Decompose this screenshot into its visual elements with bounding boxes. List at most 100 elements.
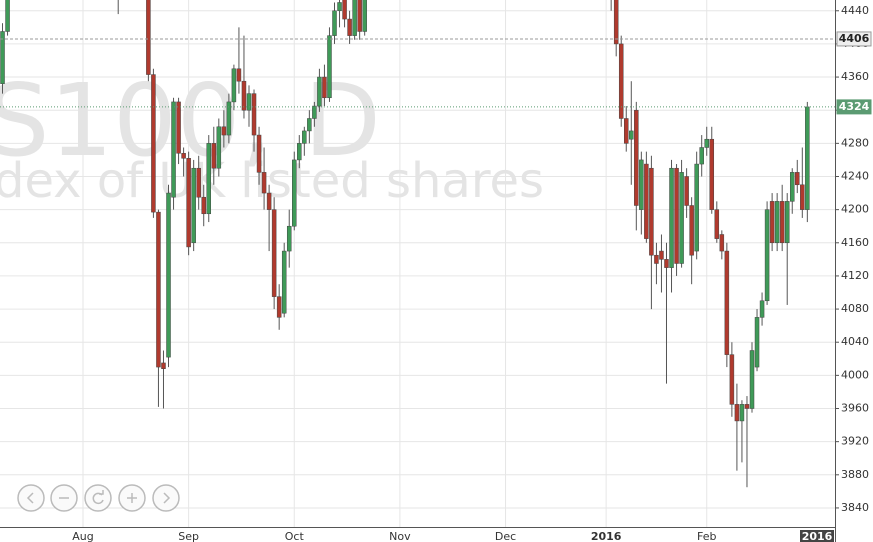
candle-body xyxy=(669,167,674,268)
y-tick-label: 3920 xyxy=(841,435,869,448)
candle-body xyxy=(241,80,247,111)
candle-body xyxy=(156,211,161,368)
candle-body xyxy=(624,118,629,144)
candle-body xyxy=(261,172,267,194)
candle-body xyxy=(256,134,262,173)
y-tick-label: 4160 xyxy=(841,236,869,249)
x-tick-label: 2016 xyxy=(591,530,622,542)
candle-body xyxy=(317,76,322,107)
candle-body xyxy=(739,404,745,422)
candle-body xyxy=(795,172,800,186)
candle-body xyxy=(629,130,634,140)
scroll-left-button[interactable] xyxy=(17,484,45,512)
candle-body xyxy=(302,130,307,144)
candle-body xyxy=(613,0,619,45)
y-tick-label: 4440 xyxy=(841,4,869,17)
candle-body xyxy=(618,43,624,119)
zoom-controls xyxy=(17,484,180,512)
candle-body xyxy=(266,192,272,210)
candle-body xyxy=(246,93,252,111)
candle-body xyxy=(342,0,347,20)
candle-body xyxy=(779,201,785,244)
candle-body xyxy=(734,404,740,422)
current-date-box xyxy=(800,530,834,542)
candle-body xyxy=(805,106,810,210)
candle-body xyxy=(684,176,689,206)
candle-body xyxy=(714,209,720,239)
candle-body xyxy=(297,143,302,161)
zoom-in-button[interactable] xyxy=(118,484,146,512)
candle-body xyxy=(639,159,644,210)
candle-body xyxy=(352,0,357,36)
candle-body xyxy=(744,404,750,409)
candle-body xyxy=(307,118,312,132)
watermark: dex of UK listed shares xyxy=(0,153,544,209)
y-tick-label: 3960 xyxy=(841,402,869,415)
candle-body xyxy=(216,126,222,169)
y-tick-label: 4360 xyxy=(841,70,869,83)
y-tick-label: 4240 xyxy=(841,169,869,182)
price-label-box xyxy=(836,99,872,115)
candle-body xyxy=(689,205,694,256)
y-tick-label: 4080 xyxy=(841,302,869,315)
candle-body xyxy=(694,163,699,252)
candle-body xyxy=(286,225,292,252)
candle-body xyxy=(322,76,327,99)
x-tick-label: Oct xyxy=(285,530,305,542)
candle-body xyxy=(719,234,725,252)
candle-body xyxy=(754,317,760,368)
candle-body xyxy=(191,167,196,244)
current-date-label: 2016 xyxy=(802,530,833,542)
candle-body xyxy=(749,350,755,409)
candle-body xyxy=(357,0,362,32)
candle-body xyxy=(146,0,151,75)
price-label: 4324 xyxy=(839,100,870,113)
candle-body xyxy=(337,2,342,12)
y-tick-label: 4040 xyxy=(841,335,869,348)
zoom-out-button[interactable] xyxy=(50,484,78,512)
candle-body xyxy=(176,101,181,154)
y-tick-label: 4280 xyxy=(841,136,869,149)
candle-body xyxy=(634,109,639,206)
candle-body xyxy=(679,172,684,264)
x-tick-label: Nov xyxy=(389,530,411,542)
candle-body xyxy=(5,0,10,32)
price-label-box xyxy=(836,31,872,47)
candle-body xyxy=(292,159,297,227)
candle-body xyxy=(276,296,282,318)
y-tick-label: 4120 xyxy=(841,269,869,282)
candle-body xyxy=(764,209,770,302)
candle-body xyxy=(729,354,735,405)
candle-body xyxy=(271,209,277,297)
candle-body xyxy=(759,300,765,318)
candle-body xyxy=(724,250,730,355)
candle-body xyxy=(151,74,156,213)
price-label: 4406 xyxy=(839,32,870,45)
candle-body xyxy=(327,35,332,99)
candle-body xyxy=(699,147,704,165)
candle-body xyxy=(206,143,211,215)
candle-body xyxy=(709,138,715,210)
candle-body xyxy=(196,167,201,198)
x-tick-label: Dec xyxy=(495,530,516,542)
candle-body xyxy=(226,101,232,136)
reset-button[interactable] xyxy=(84,484,112,512)
candle-body xyxy=(347,18,352,36)
candle-body xyxy=(181,153,186,159)
plot xyxy=(0,0,835,488)
candle-body xyxy=(221,126,227,136)
candle-body xyxy=(769,201,775,244)
candle-body xyxy=(332,10,337,36)
candle-body xyxy=(800,184,805,210)
y-tick-label: 3840 xyxy=(841,501,869,514)
scroll-right-button[interactable] xyxy=(152,484,180,512)
candle-body xyxy=(664,259,669,268)
candle-body xyxy=(211,143,217,169)
candle-body xyxy=(774,201,780,244)
candle-body xyxy=(201,196,206,215)
candle-body xyxy=(362,0,367,32)
candle-body xyxy=(236,68,242,82)
candle-body xyxy=(0,31,5,84)
